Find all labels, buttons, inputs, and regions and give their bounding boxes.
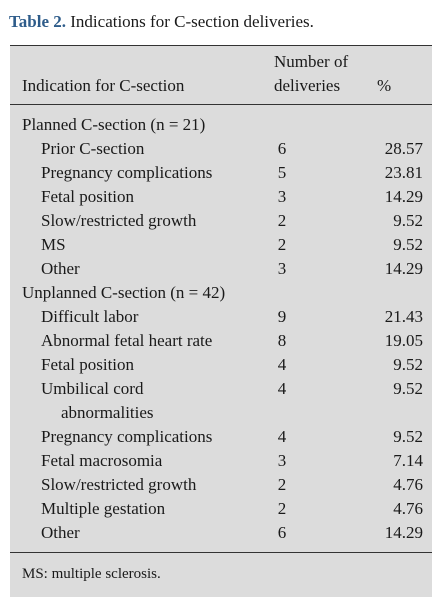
- table-row: Other 6 14.29: [10, 521, 432, 545]
- percent-cell: 23.81: [384, 163, 423, 182]
- header-number-line2: deliveries: [274, 76, 341, 95]
- percent-cell: 9.52: [393, 235, 423, 254]
- table-row: Difficult labor 9 21.43: [10, 305, 432, 329]
- table-row: Other 3 14.29: [10, 257, 432, 281]
- indication-text: Multiple gestation: [41, 499, 166, 518]
- footnote: MS: multiple sclerosis.: [22, 566, 161, 582]
- indication-text: Unplanned C-section (n = 42): [22, 283, 226, 302]
- indication-cell: Multiple gestation: [41, 497, 165, 521]
- header-indication: Indication for C-section: [22, 76, 185, 95]
- indication-continuation: abnormalities: [61, 403, 154, 422]
- indication-text: Fetal position: [41, 187, 135, 206]
- percent-cell: 28.57: [384, 139, 423, 158]
- table-row: Pregnancy complications 4 9.52: [10, 425, 432, 449]
- indication-text: Planned C-section (n = 21): [22, 115, 206, 134]
- indication-cell: Pregnancy complications: [41, 161, 212, 185]
- percent-cell: 4.76: [393, 499, 423, 518]
- count-cell: 2: [277, 235, 287, 254]
- percent-cell: 7.14: [393, 451, 423, 470]
- count-cell: 3: [277, 187, 287, 206]
- percent-cell: 14.29: [384, 187, 423, 206]
- count-cell: 3: [277, 451, 287, 470]
- table-row: MS 2 9.52: [10, 233, 432, 257]
- count-cell: 3: [277, 259, 287, 278]
- percent-cell: 9.52: [393, 379, 423, 398]
- indication-cell: Other: [41, 521, 80, 545]
- indication-cell: Other: [41, 257, 80, 281]
- percent-cell: 4.76: [393, 475, 423, 494]
- table-row: Abnormal fetal heart rate 8 19.05: [10, 329, 432, 353]
- percent-cell: 21.43: [384, 307, 423, 326]
- header-rule: [10, 104, 432, 105]
- indication-cell: Slow/restricted growth: [41, 209, 196, 233]
- percent-cell: 14.29: [384, 259, 423, 278]
- count-cell: 5: [277, 163, 287, 182]
- indication-text: Pregnancy complications: [41, 163, 213, 182]
- count-cell: 6: [277, 523, 287, 542]
- group-row: Unplanned C-section (n = 42): [10, 281, 432, 305]
- indication-cell: Difficult labor: [41, 305, 138, 329]
- indication-text: MS: [41, 235, 66, 254]
- indication-cell: Fetal macrosomia: [41, 449, 162, 473]
- percent-cell: 9.52: [393, 427, 423, 446]
- indication-text: Slow/restricted growth: [41, 211, 197, 230]
- percent-cell: 14.29: [384, 523, 423, 542]
- count-cell: 2: [277, 211, 287, 230]
- table-caption: Table 2. Indications for C-section deliv…: [9, 12, 314, 32]
- percent-cell: 19.05: [384, 331, 423, 350]
- group-label: Unplanned C-section (n = 42): [22, 281, 225, 305]
- count-cell: 2: [277, 499, 287, 518]
- indication-cell: Umbilical cord abnormalities: [41, 377, 154, 422]
- table-row: Fetal macrosomia 3 7.14: [10, 449, 432, 473]
- header-percent: %: [377, 76, 392, 95]
- indication-cell: Pregnancy complications: [41, 425, 212, 449]
- indication-cell: Fetal position: [41, 353, 134, 377]
- count-cell: 4: [277, 379, 287, 398]
- indication-cell: MS: [41, 233, 66, 257]
- count-cell: 6: [277, 139, 287, 158]
- table-row: Fetal position 3 14.29: [10, 185, 432, 209]
- indication-text: Pregnancy complications: [41, 427, 213, 446]
- percent-cell: 9.52: [393, 211, 423, 230]
- table-row: Umbilical cord abnormalities 4 9.52: [10, 377, 432, 422]
- indication-text: Umbilical cord: [41, 379, 144, 398]
- table-row: Slow/restricted growth 2 4.76: [10, 473, 432, 497]
- indication-cell: Abnormal fetal heart rate: [41, 329, 212, 353]
- group-label: Planned C-section (n = 21): [22, 113, 205, 137]
- group-row: Planned C-section (n = 21): [10, 113, 432, 137]
- table-row: Prior C-section 6 28.57: [10, 137, 432, 161]
- header-number-line1: Number of: [274, 52, 349, 71]
- count-cell: 2: [277, 475, 287, 494]
- count-cell: 8: [277, 331, 287, 350]
- indication-cell: Slow/restricted growth: [41, 473, 196, 497]
- indication-text: Slow/restricted growth: [41, 475, 197, 494]
- indication-text: Abnormal fetal heart rate: [41, 331, 213, 350]
- bottom-rule: [10, 552, 432, 553]
- count-cell: 4: [277, 355, 287, 374]
- table-label: Table 2.: [9, 12, 67, 31]
- table-row: Slow/restricted growth 2 9.52: [10, 209, 432, 233]
- indication-text: Fetal position: [41, 355, 135, 374]
- table-panel: [10, 45, 432, 597]
- indication-text: Other: [41, 523, 80, 542]
- table-row: Fetal position 4 9.52: [10, 353, 432, 377]
- table-row: Pregnancy complications 5 23.81: [10, 161, 432, 185]
- count-cell: 9: [277, 307, 287, 326]
- table-title: Indications for C-section deliveries.: [70, 12, 314, 31]
- indication-cell: Prior C-section: [41, 137, 144, 161]
- indication-cell: Fetal position: [41, 185, 134, 209]
- indication-text: Prior C-section: [41, 139, 145, 158]
- indication-text: Difficult labor: [41, 307, 139, 326]
- table-row: Multiple gestation 2 4.76: [10, 497, 432, 521]
- count-cell: 4: [277, 427, 287, 446]
- top-rule: [10, 45, 432, 46]
- indication-text: Other: [41, 259, 80, 278]
- percent-cell: 9.52: [393, 355, 423, 374]
- indication-text: Fetal macrosomia: [41, 451, 163, 470]
